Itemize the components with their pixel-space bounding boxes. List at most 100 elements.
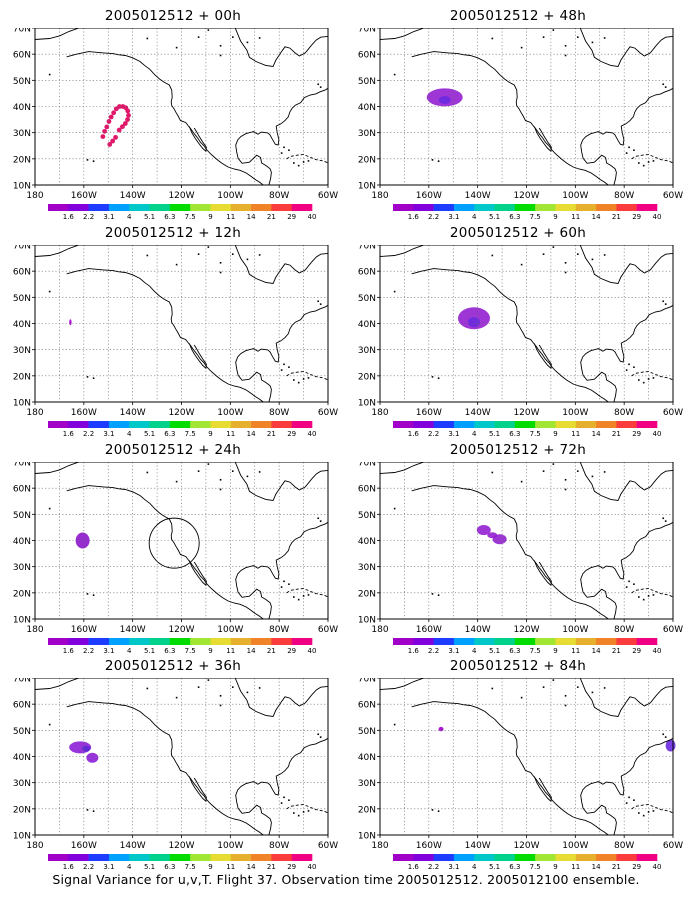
colorbar-swatch bbox=[271, 638, 292, 645]
observation-point bbox=[126, 112, 131, 118]
lat-tick-label: 70N bbox=[358, 678, 376, 685]
panel-title: 2005012512 + 00h bbox=[104, 8, 242, 24]
lat-tick-label: 50N bbox=[358, 727, 376, 737]
colorbar-swatch bbox=[393, 421, 414, 428]
lon-tick-label: 100W bbox=[217, 408, 243, 418]
lon-tick-label: 180 bbox=[371, 191, 388, 201]
colorbar-label: 29 bbox=[287, 430, 296, 438]
colorbar-swatch bbox=[616, 854, 637, 861]
lat-tick-label: 20N bbox=[13, 805, 31, 815]
colorbar-swatch bbox=[129, 638, 150, 645]
colorbar-label: 40 bbox=[653, 863, 662, 871]
lon-tick-label: 60W bbox=[318, 408, 338, 418]
colorbar-swatch bbox=[413, 854, 434, 861]
lon-tick-label: 60W bbox=[318, 841, 338, 851]
lat-tick-label: 60N bbox=[13, 51, 31, 61]
colorbar-label: 4 bbox=[127, 863, 132, 871]
lon-tick-label: 120W bbox=[168, 191, 194, 201]
lon-tick-label: 140W bbox=[120, 191, 146, 201]
colorbar-swatch bbox=[149, 854, 171, 861]
colorbar-swatch bbox=[453, 204, 475, 211]
lat-tick-label: 40N bbox=[358, 320, 376, 330]
lon-tick-label: 80W bbox=[614, 191, 634, 201]
colorbar-swatch bbox=[169, 421, 191, 428]
colorbar-label: 6.3 bbox=[164, 213, 175, 221]
variance-blob bbox=[476, 525, 491, 536]
colorbar-swatch bbox=[575, 204, 597, 211]
colorbar-label: 6.3 bbox=[509, 863, 520, 871]
colorbar-swatch bbox=[433, 638, 455, 645]
colorbar-label: 11 bbox=[571, 430, 580, 438]
colorbar-swatch bbox=[413, 638, 434, 645]
lat-tick-label: 30N bbox=[13, 346, 31, 356]
colorbar-label: 9 bbox=[553, 213, 557, 221]
lat-tick-label: 20N bbox=[358, 805, 376, 815]
colorbar-label: 40 bbox=[308, 863, 317, 871]
lat-tick-label: 70N bbox=[358, 245, 376, 252]
colorbar-label: 40 bbox=[653, 213, 662, 221]
colorbar-swatch bbox=[596, 204, 617, 211]
colorbar-swatch bbox=[230, 204, 252, 211]
colorbar-label: 6.3 bbox=[509, 213, 520, 221]
observation-point bbox=[104, 124, 110, 130]
colorbar-swatch bbox=[169, 204, 191, 211]
colorbar-label: 29 bbox=[632, 213, 641, 221]
colorbar-label: 14 bbox=[247, 213, 256, 221]
colorbar-swatch bbox=[169, 638, 191, 645]
colorbar-swatch bbox=[271, 421, 292, 428]
colorbar-label: 4 bbox=[472, 213, 477, 221]
lon-tick-label: 140W bbox=[465, 191, 491, 201]
colorbar-label: 14 bbox=[592, 863, 601, 871]
colorbar-label: 7.5 bbox=[530, 863, 541, 871]
lon-tick-label: 180 bbox=[371, 408, 388, 418]
colorbar-swatch bbox=[108, 421, 130, 428]
colorbar-swatch bbox=[413, 204, 434, 211]
colorbar-label: 40 bbox=[653, 647, 662, 655]
observation-point bbox=[122, 121, 128, 126]
lon-tick-label: 60W bbox=[318, 625, 338, 635]
colorbar-label: 14 bbox=[247, 647, 256, 655]
lon-tick-label: 160W bbox=[416, 625, 442, 635]
colorbar-swatch bbox=[535, 854, 556, 861]
colorbar-label: 21 bbox=[267, 863, 276, 871]
colorbar-label: 2.2 bbox=[83, 213, 94, 221]
lat-tick-label: 50N bbox=[358, 511, 376, 521]
colorbar-swatch bbox=[88, 204, 110, 211]
lon-tick-label: 60W bbox=[663, 625, 683, 635]
colorbar-label: 9 bbox=[208, 863, 212, 871]
colorbar-swatch bbox=[169, 854, 191, 861]
colorbar-label: 5.1 bbox=[144, 647, 155, 655]
lat-tick-label: 30N bbox=[358, 563, 376, 573]
colorbar-swatch bbox=[413, 421, 434, 428]
variance-blob bbox=[82, 745, 91, 752]
colorbar-label: 11 bbox=[226, 863, 235, 871]
colorbar-swatch bbox=[514, 204, 536, 211]
lat-tick-label: 70N bbox=[358, 462, 376, 469]
panel-00h: 2005012512 + 00h 70N 60N 50N 40N 30N 20N 10N 18… bbox=[8, 8, 338, 221]
colorbar-label: 3.1 bbox=[448, 647, 459, 655]
colorbar-swatch bbox=[88, 638, 110, 645]
colorbar-swatch bbox=[433, 421, 455, 428]
colorbar-label: 29 bbox=[287, 213, 296, 221]
lat-tick-label: 50N bbox=[358, 294, 376, 304]
lon-tick-label: 140W bbox=[120, 408, 146, 418]
colorbar-label: 6.3 bbox=[509, 430, 520, 438]
lat-tick-label: 40N bbox=[13, 103, 31, 113]
colorbar-label: 40 bbox=[308, 430, 317, 438]
colorbar-label: 2.2 bbox=[83, 647, 94, 655]
lon-tick-label: 80W bbox=[614, 408, 634, 418]
variance-blob bbox=[438, 95, 451, 104]
lat-tick-label: 30N bbox=[13, 563, 31, 573]
variance-blob bbox=[438, 726, 444, 732]
colorbar-swatch bbox=[575, 421, 597, 428]
lon-tick-label: 140W bbox=[120, 625, 146, 635]
colorbar-label: 4 bbox=[127, 430, 132, 438]
sensitive-area-circle bbox=[148, 517, 200, 569]
colorbar-swatch bbox=[48, 421, 69, 428]
lon-tick-label: 180 bbox=[26, 408, 43, 418]
colorbar-swatch bbox=[291, 854, 313, 861]
lat-tick-label: 40N bbox=[13, 320, 31, 330]
